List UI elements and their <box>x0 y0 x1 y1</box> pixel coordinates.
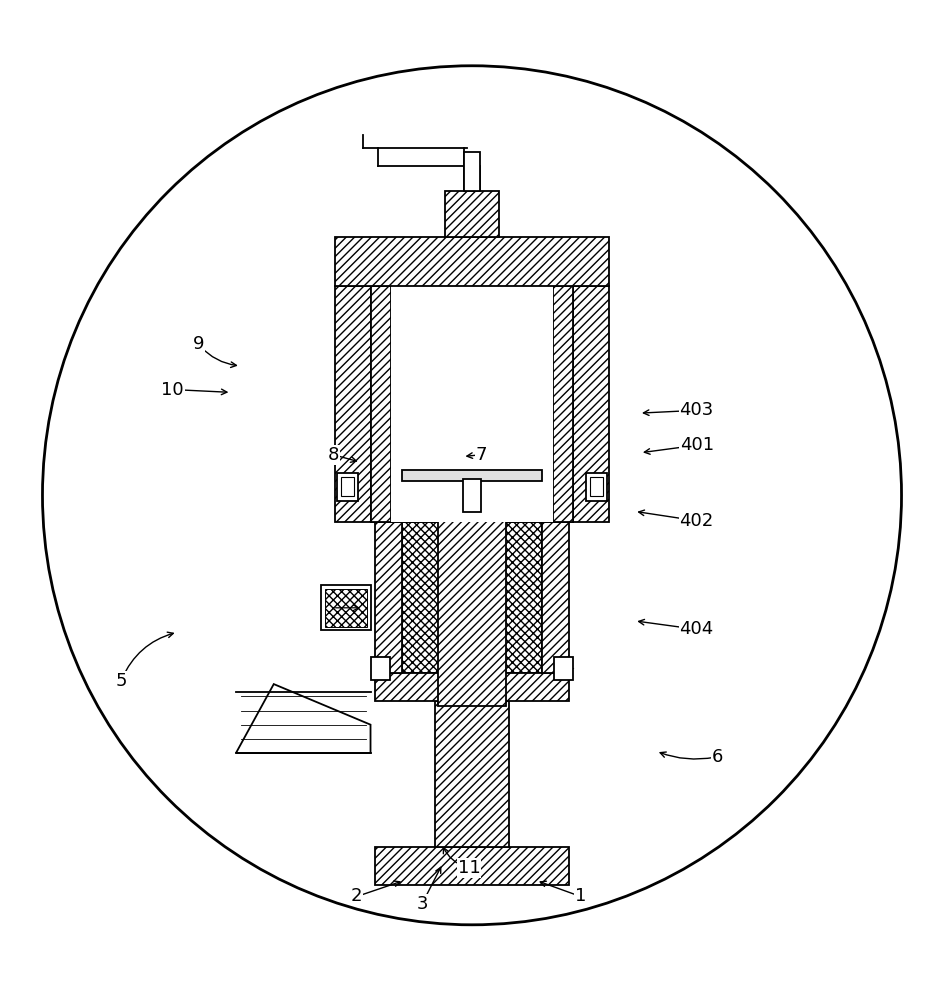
Bar <box>585 473 607 501</box>
Bar <box>376 522 402 673</box>
Text: 2: 2 <box>351 887 362 905</box>
Text: 11: 11 <box>458 859 480 877</box>
Bar <box>372 657 391 680</box>
Bar <box>402 522 542 673</box>
Bar <box>335 286 370 522</box>
Bar <box>574 286 610 522</box>
Circle shape <box>42 66 902 925</box>
Bar <box>542 470 574 522</box>
Bar <box>370 470 402 522</box>
Bar <box>321 585 370 630</box>
Text: 6: 6 <box>712 748 723 766</box>
Bar <box>325 589 366 627</box>
Text: 8: 8 <box>328 446 339 464</box>
Text: 10: 10 <box>161 381 184 399</box>
Bar <box>370 286 392 522</box>
Bar <box>542 522 568 673</box>
Text: 402: 402 <box>680 512 714 530</box>
Text: 7: 7 <box>476 446 487 464</box>
Text: 3: 3 <box>416 895 428 913</box>
Bar <box>464 152 480 191</box>
Bar <box>553 286 574 522</box>
Bar <box>342 477 355 496</box>
Text: 403: 403 <box>680 401 714 419</box>
Bar <box>402 470 542 522</box>
Bar <box>589 477 603 496</box>
Bar <box>376 673 568 701</box>
Bar <box>402 470 542 481</box>
Bar <box>445 191 499 237</box>
Bar <box>553 657 572 680</box>
Bar <box>463 479 481 512</box>
Bar <box>438 508 506 706</box>
Bar <box>392 286 553 522</box>
Bar <box>435 701 509 847</box>
Text: 5: 5 <box>115 672 126 690</box>
Text: 401: 401 <box>680 436 714 454</box>
Text: 1: 1 <box>575 887 586 905</box>
Bar <box>338 473 359 501</box>
Text: 9: 9 <box>193 335 204 353</box>
Bar <box>335 237 610 286</box>
Text: 404: 404 <box>680 620 714 638</box>
Polygon shape <box>236 684 370 753</box>
Bar <box>376 847 568 885</box>
